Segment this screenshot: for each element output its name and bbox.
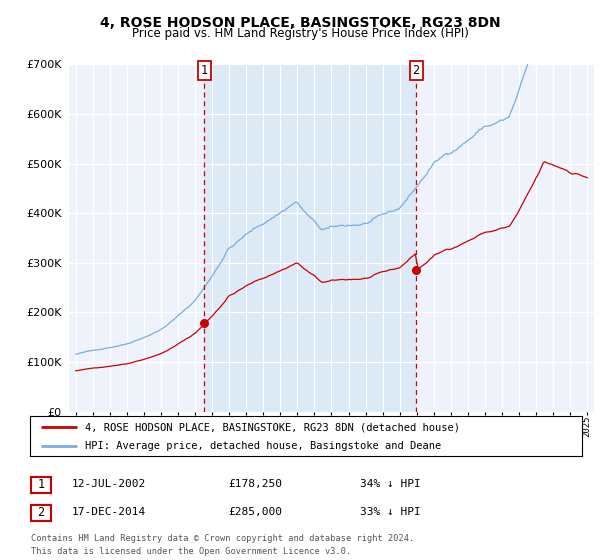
Text: Price paid vs. HM Land Registry's House Price Index (HPI): Price paid vs. HM Land Registry's House … — [131, 27, 469, 40]
Text: 17-DEC-2014: 17-DEC-2014 — [72, 507, 146, 517]
Point — [411, 266, 421, 275]
Text: This data is licensed under the Open Government Licence v3.0.: This data is licensed under the Open Gov… — [31, 547, 352, 556]
Text: 4, ROSE HODSON PLACE, BASINGSTOKE, RG23 8DN (detached house): 4, ROSE HODSON PLACE, BASINGSTOKE, RG23 … — [85, 422, 460, 432]
Text: 2: 2 — [412, 64, 419, 77]
Text: Contains HM Land Registry data © Crown copyright and database right 2024.: Contains HM Land Registry data © Crown c… — [31, 534, 415, 543]
Text: 4, ROSE HODSON PLACE, BASINGSTOKE, RG23 8DN: 4, ROSE HODSON PLACE, BASINGSTOKE, RG23 … — [100, 16, 500, 30]
Text: £285,000: £285,000 — [228, 507, 282, 517]
Point — [200, 319, 209, 328]
Text: 12-JUL-2002: 12-JUL-2002 — [72, 479, 146, 489]
Text: 1: 1 — [38, 478, 44, 492]
Text: £178,250: £178,250 — [228, 479, 282, 489]
Text: 2: 2 — [38, 506, 44, 520]
Bar — [205, 64, 416, 412]
Text: 1: 1 — [201, 64, 208, 77]
Text: 34% ↓ HPI: 34% ↓ HPI — [360, 479, 421, 489]
Text: 33% ↓ HPI: 33% ↓ HPI — [360, 507, 421, 517]
Text: HPI: Average price, detached house, Basingstoke and Deane: HPI: Average price, detached house, Basi… — [85, 441, 442, 451]
